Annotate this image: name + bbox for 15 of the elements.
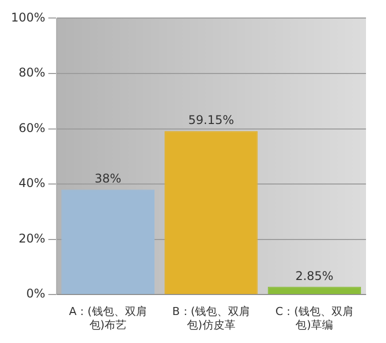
bar: [61, 190, 155, 294]
y-tick-label: 20%: [18, 231, 46, 246]
bar: [268, 286, 361, 294]
data-label: 2.85%: [295, 268, 334, 283]
data-label: 38%: [94, 172, 122, 186]
y-tick-label: 0%: [26, 286, 46, 301]
data-label: 59.15%: [188, 113, 234, 128]
x-tick-label: A：(钱包、双肩包)布艺: [69, 305, 147, 332]
y-tick-label: 80%: [18, 66, 46, 80]
y-tick-label: 100%: [10, 10, 46, 24]
x-tick-label: C：(钱包、双肩包)草编: [275, 305, 354, 332]
bar: [164, 131, 258, 294]
y-tick-label: 40%: [18, 176, 46, 190]
x-tick-label: B：(钱包、双肩包)仿皮革: [172, 305, 250, 332]
y-tick-label: 60%: [18, 120, 46, 135]
